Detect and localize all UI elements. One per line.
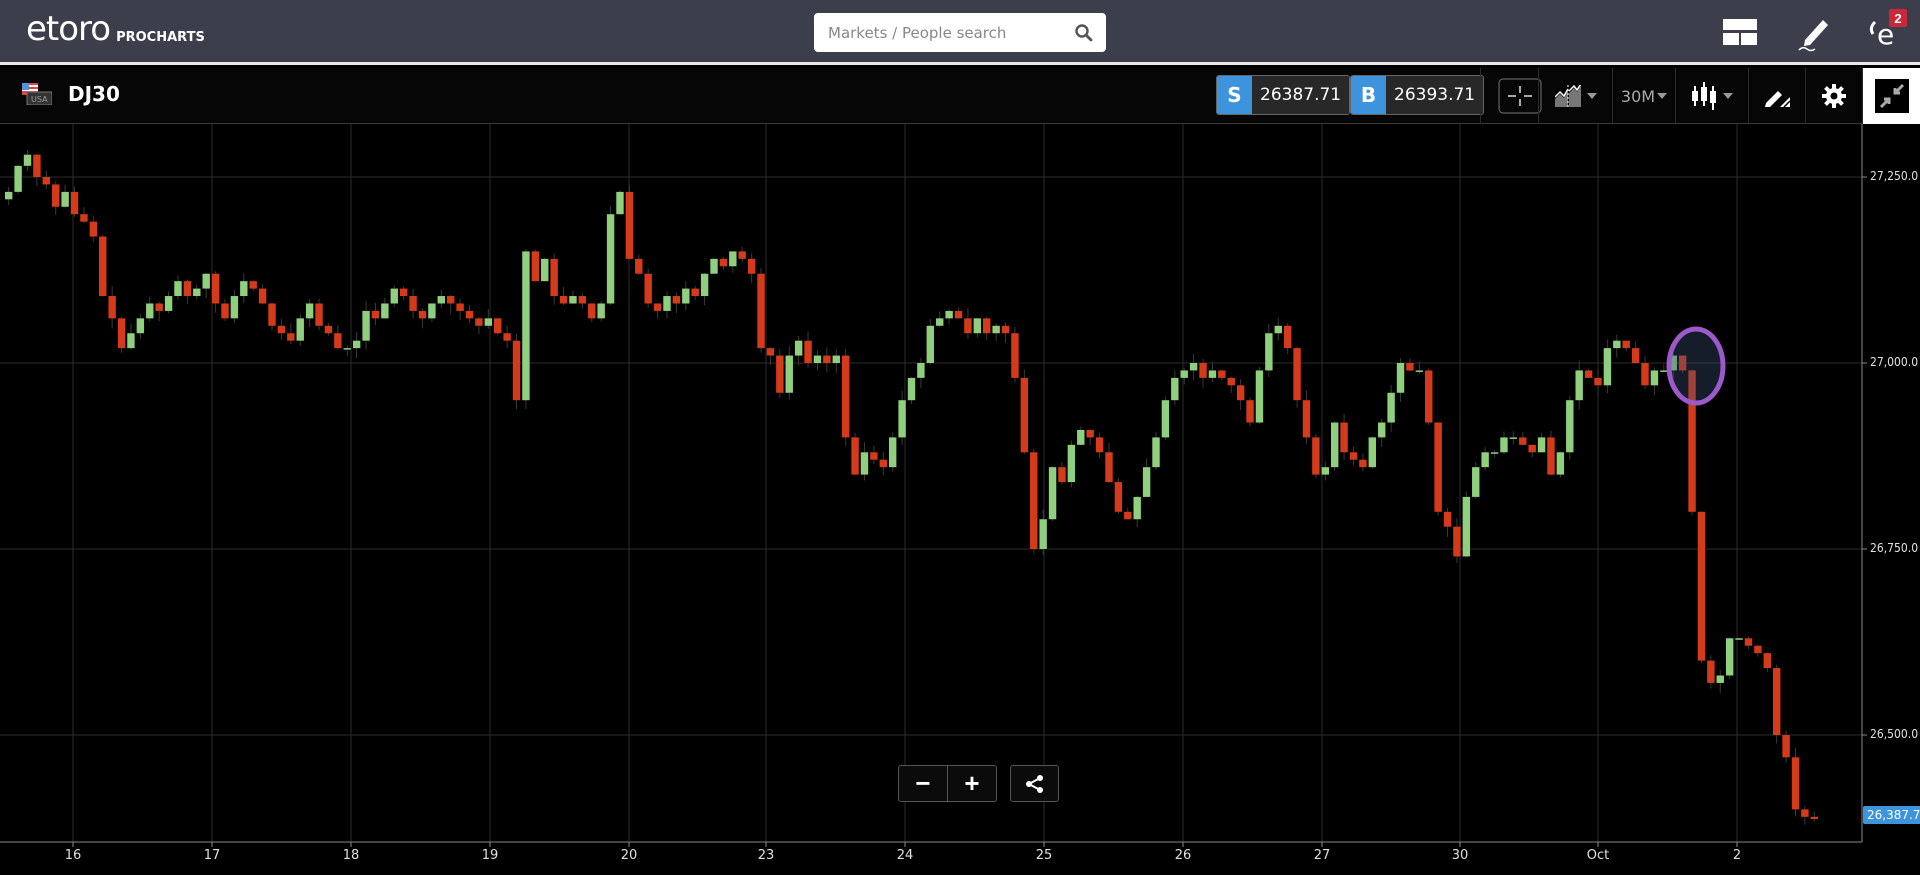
logo-wordmark: etoro xyxy=(26,9,111,49)
current-price-label: 26,387.71 xyxy=(1863,806,1920,824)
x-tick-label: 30 xyxy=(1451,848,1469,863)
chevron-down-icon xyxy=(1723,93,1733,99)
candlestick-icon xyxy=(1692,82,1716,110)
chart-type-dropdown[interactable] xyxy=(1675,68,1748,124)
notification-badge: 2 xyxy=(1889,9,1907,27)
chart-header: USA DJ30 S 26387.71 B 26393.71 30M xyxy=(0,68,1920,124)
candlestick-chart[interactable] xyxy=(0,124,1920,875)
edit-button[interactable] xyxy=(1795,12,1835,52)
x-tick-label: Oct xyxy=(1586,848,1610,863)
compare-button[interactable] xyxy=(1538,68,1612,124)
drawing-tools-button[interactable] xyxy=(1748,68,1805,124)
buy-tag: B xyxy=(1351,76,1386,114)
search-input[interactable] xyxy=(814,13,1064,52)
search-box xyxy=(814,13,1106,52)
etoro-logo[interactable]: etoro PROCHARTS xyxy=(26,10,205,48)
crosshair-icon xyxy=(1498,78,1541,114)
y-tick-label: 26,500.0 xyxy=(1870,727,1919,741)
x-tick-label: 19 xyxy=(481,848,499,863)
timeframe-label: 30M xyxy=(1620,86,1656,106)
x-tick-label: 20 xyxy=(620,848,638,863)
zoom-out-button[interactable]: − xyxy=(899,766,948,801)
x-tick-label: 25 xyxy=(1035,848,1053,863)
sell-tag: S xyxy=(1217,76,1252,114)
sell-price: 26387.71 xyxy=(1252,76,1350,114)
x-tick-label: 23 xyxy=(757,848,775,863)
timeframe-dropdown[interactable]: 30M xyxy=(1612,68,1675,124)
x-tick-label: 24 xyxy=(896,848,914,863)
x-tick-label: 17 xyxy=(203,848,221,863)
instrument-symbol: DJ30 xyxy=(68,82,120,106)
layout-icon xyxy=(1723,19,1757,45)
buy-button[interactable]: B 26393.71 xyxy=(1350,75,1485,115)
sell-button[interactable]: S 26387.71 xyxy=(1216,75,1351,115)
x-tick-label: 26 xyxy=(1174,848,1192,863)
layout-button[interactable] xyxy=(1720,12,1760,52)
y-tick-label: 27,000.0 xyxy=(1870,355,1919,369)
y-tick-label: 26,750.0 xyxy=(1870,541,1919,555)
x-tick-label: 2 xyxy=(1732,848,1742,863)
pen-icon xyxy=(1798,20,1828,52)
zoom-controls: − + xyxy=(898,765,997,802)
gear-icon xyxy=(1822,84,1846,108)
settings-button[interactable] xyxy=(1805,68,1862,124)
logo-procharts: PROCHARTS xyxy=(116,30,205,45)
exit-fullscreen-button[interactable] xyxy=(1862,68,1920,124)
y-tick-label: 27,250.0 xyxy=(1870,169,1919,183)
chevron-down-icon xyxy=(1586,93,1597,99)
share-icon xyxy=(1025,774,1043,793)
x-tick-label: 16 xyxy=(64,848,82,863)
share-button[interactable] xyxy=(1010,765,1059,802)
top-bar: etoro PROCHARTS e 2 xyxy=(0,0,1920,65)
usa-flag-icon: USA xyxy=(22,83,52,105)
notifications-button[interactable]: e 2 xyxy=(1865,9,1907,52)
x-tick-label: 27 xyxy=(1313,848,1331,863)
zoom-in-button[interactable]: + xyxy=(964,768,980,798)
drawing-tools-icon xyxy=(1765,91,1790,107)
x-tick-label: 18 xyxy=(342,848,360,863)
flag-label: USA xyxy=(31,95,48,104)
instrument-selector[interactable]: USA DJ30 xyxy=(22,82,120,106)
chevron-down-icon xyxy=(1657,93,1668,99)
compare-chart-icon xyxy=(1554,85,1581,107)
buy-price: 26393.71 xyxy=(1386,76,1484,114)
search-icon[interactable] xyxy=(1074,23,1094,43)
crosshair-button[interactable] xyxy=(1480,68,1558,124)
minimize-icon xyxy=(1874,79,1909,113)
